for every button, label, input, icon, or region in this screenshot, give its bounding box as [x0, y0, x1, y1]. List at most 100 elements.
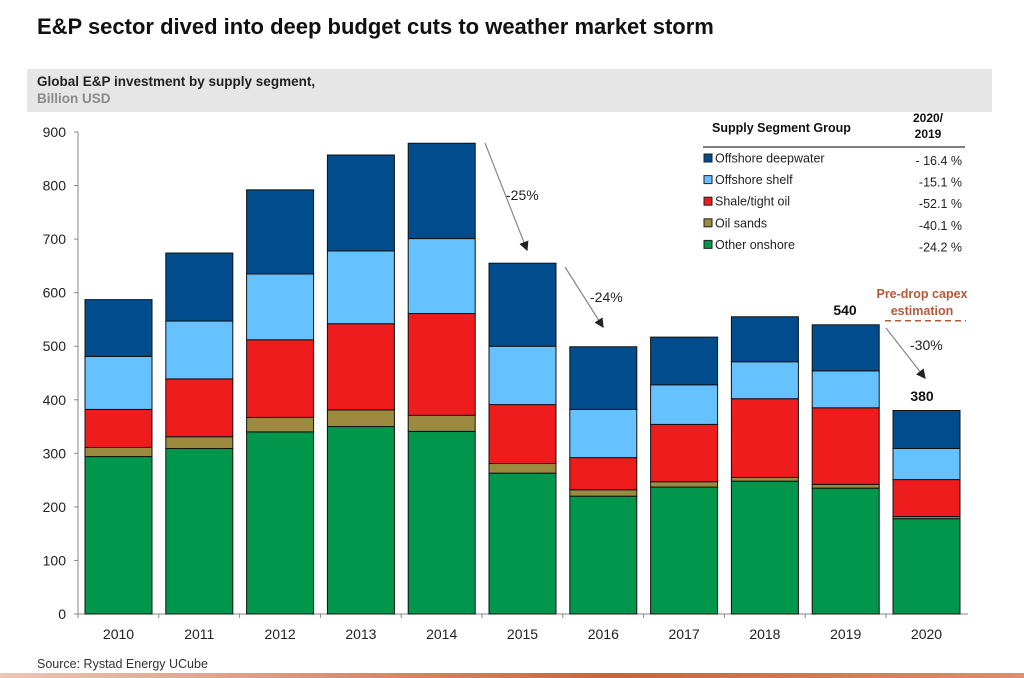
total-label-2020: 380	[910, 388, 934, 404]
bar-segment-oil-sands	[84, 446, 153, 458]
bar-segment-oil-sands	[811, 483, 880, 489]
drop-label: -25%	[506, 187, 539, 203]
y-tick-label: 100	[43, 552, 67, 568]
bar-segment-oil-sands	[730, 476, 799, 482]
bar-segment-other-onshore	[326, 426, 395, 615]
y-tick-label: 0	[58, 606, 66, 622]
chart-header-band	[27, 69, 992, 112]
bar-segment-shale-tight-oil	[569, 457, 638, 491]
bar-segment-shale-tight-oil	[488, 404, 557, 465]
bar-segment-other-onshore	[892, 518, 961, 615]
bar-segment-offshore-shelf	[488, 345, 557, 406]
x-tick-label: 2015	[507, 626, 538, 642]
y-tick-label: 500	[43, 338, 67, 354]
legend-change-value: -40.1 %	[919, 219, 962, 233]
y-tick-label: 800	[43, 178, 67, 194]
legend-swatch	[703, 218, 713, 228]
drop-arrow	[484, 142, 529, 252]
bar-segment-other-onshore	[811, 487, 880, 615]
legend-change-value: -52.1 %	[919, 197, 962, 211]
y-axis-unit: Billion USD	[37, 91, 111, 106]
bar-segment-oil-sands	[246, 416, 315, 433]
legend-label: Offshore shelf	[715, 173, 793, 187]
bar-segment-offshore-shelf	[650, 384, 719, 425]
x-tick-label: 2010	[103, 626, 134, 642]
bar-segment-offshore-deepwater	[650, 336, 719, 386]
bar-segment-offshore-deepwater	[407, 142, 476, 240]
bar-segment-offshore-deepwater	[569, 346, 638, 410]
legend-change-header: 2020/	[913, 111, 944, 125]
drop-label: -24%	[590, 289, 623, 305]
legend-change-value: - 16.4 %	[915, 154, 962, 168]
legend-change-header: 2019	[915, 127, 942, 141]
chart-title: Global E&P investment by supply segment,	[37, 74, 316, 89]
x-tick-label: 2016	[588, 626, 619, 642]
bar-segment-shale-tight-oil	[730, 398, 799, 478]
x-tick-label: 2020	[911, 626, 942, 642]
bar-segment-offshore-shelf	[730, 361, 799, 400]
bar-segment-shale-tight-oil	[84, 408, 153, 448]
bar-segment-other-onshore	[730, 480, 799, 615]
legend-label: Shale/tight oil	[715, 195, 790, 209]
drop-arrow	[564, 266, 604, 329]
bar-segment-shale-tight-oil	[326, 323, 395, 411]
bar-segment-other-onshore	[246, 431, 315, 615]
bar-segment-shale-tight-oil	[165, 378, 234, 438]
y-tick-label: 700	[43, 231, 67, 247]
bar-segment-shale-tight-oil	[811, 407, 880, 485]
x-tick-label: 2017	[669, 626, 700, 642]
legend-change-value: -15.1 %	[919, 176, 962, 190]
bar-segment-offshore-shelf	[892, 448, 961, 481]
drop-label: -30%	[910, 337, 943, 353]
bar-segment-other-onshore	[569, 495, 638, 615]
bar-segment-other-onshore	[165, 448, 234, 615]
bar-segment-other-onshore	[488, 472, 557, 615]
y-tick-label: 900	[43, 124, 67, 140]
bar-segment-offshore-deepwater	[488, 262, 557, 347]
bar-segment-offshore-deepwater	[326, 154, 395, 252]
bar-segment-offshore-shelf	[165, 320, 234, 380]
y-tick-label: 400	[43, 392, 67, 408]
bar-segment-shale-tight-oil	[650, 423, 719, 483]
bar-segment-shale-tight-oil	[407, 313, 476, 416]
bar-segment-shale-tight-oil	[246, 339, 315, 418]
legend-label: Offshore deepwater	[715, 152, 825, 166]
x-tick-label: 2013	[345, 626, 376, 642]
x-tick-label: 2018	[749, 626, 780, 642]
bar-segment-oil-sands	[165, 436, 234, 450]
bar-segment-oil-sands	[569, 489, 638, 497]
x-tick-label: 2012	[265, 626, 296, 642]
bar-segment-offshore-deepwater	[730, 316, 799, 363]
legend-swatch	[703, 239, 713, 249]
bar-segment-other-onshore	[407, 430, 476, 615]
legend-swatch	[703, 196, 713, 206]
legend-swatch	[703, 175, 713, 185]
bar-segment-offshore-shelf	[407, 238, 476, 315]
x-tick-label: 2014	[426, 626, 457, 642]
page-title: E&P sector dived into deep budget cuts t…	[37, 14, 714, 39]
bar-segment-oil-sands	[326, 409, 395, 428]
legend-header: Supply Segment Group	[712, 121, 851, 135]
bar-segment-oil-sands	[488, 463, 557, 474]
bar-segment-shale-tight-oil	[892, 479, 961, 518]
drop-arrow	[885, 327, 926, 379]
legend-label: Oil sands	[715, 216, 767, 230]
bar-segment-offshore-deepwater	[84, 299, 153, 357]
bar-segment-offshore-shelf	[811, 370, 880, 409]
bar-segment-offshore-deepwater	[165, 252, 234, 322]
bar-segment-offshore-deepwater	[892, 409, 961, 450]
pre-drop-label: Pre-drop capex	[876, 287, 967, 301]
bar-segment-oil-sands	[650, 481, 719, 488]
footer-strip	[0, 673, 1024, 678]
bar-segment-offshore-shelf	[569, 408, 638, 459]
bar-segment-offshore-shelf	[326, 250, 395, 325]
y-tick-label: 300	[43, 445, 67, 461]
source-note: Source: Rystad Energy UCube	[37, 657, 208, 671]
y-tick-label: 600	[43, 285, 67, 301]
legend-label: Other onshore	[715, 238, 795, 252]
bar-segment-other-onshore	[84, 456, 153, 615]
bar-segment-other-onshore	[650, 486, 719, 615]
total-label-2019: 540	[833, 302, 857, 318]
bar-segment-offshore-shelf	[84, 355, 153, 410]
